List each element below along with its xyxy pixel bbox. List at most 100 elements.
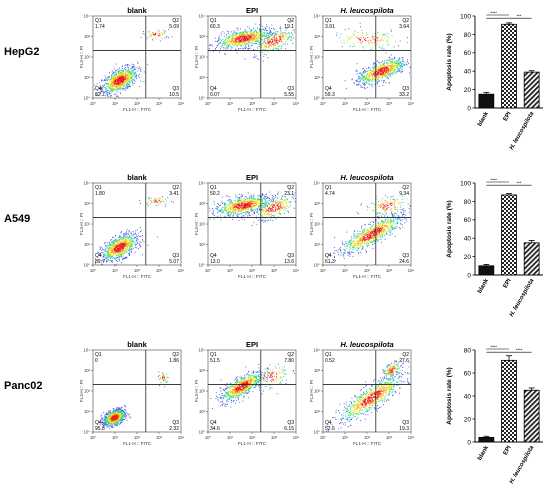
x-tick-label: 10⁰ <box>205 435 212 440</box>
quadrant-value-q3: 33.2 <box>399 92 409 98</box>
flow-events <box>343 198 405 253</box>
x-tick-label: 10⁰ <box>320 101 327 106</box>
quadrant-label-q1: Q1 <box>210 352 217 358</box>
x-axis-label: FL1-H :: FITC <box>353 107 382 112</box>
y-tick-label: 10⁴ <box>84 14 91 19</box>
bar-y-tick-label: 60 <box>464 50 472 57</box>
y-tick-label: 10¹ <box>84 75 91 80</box>
x-tick-label: 10⁴ <box>178 268 185 273</box>
bar-1 <box>501 359 517 443</box>
y-tick-label: 10² <box>84 222 91 227</box>
x-tick-label: 10³ <box>271 268 278 273</box>
x-tick-label: 10² <box>364 435 371 440</box>
y-tick-label: 10⁴ <box>314 181 321 186</box>
cell-line-label: Panc02 <box>4 380 43 392</box>
quadrant-label-q2: Q2 <box>402 18 409 24</box>
bar-category-label: H. leucospilota <box>509 110 536 151</box>
quadrant-value-q3: 19.3 <box>399 426 409 432</box>
bar-y-tick-label: 60 <box>464 217 472 224</box>
bar-y-tick-label: 100 <box>460 13 471 20</box>
y-tick-label: 10¹ <box>314 75 321 80</box>
x-axis-label: FL1-H :: FITC <box>123 441 152 446</box>
flow-plot-frame <box>207 182 297 266</box>
quadrant-value-q2: 3.64 <box>399 24 409 30</box>
bar-1 <box>501 194 517 276</box>
y-tick-label: 10² <box>199 222 206 227</box>
bar-y-tick-label: 20 <box>464 416 472 423</box>
bar-category-label: blank <box>477 444 490 461</box>
x-tick-label: 10⁰ <box>320 435 327 440</box>
bar-0 <box>478 436 495 443</box>
quadrant-value-q2: 19.1 <box>284 24 294 30</box>
y-tick-label: 10² <box>84 389 91 394</box>
bar-y-tick-label: 80 <box>464 199 472 206</box>
flow-plot-title: EPI <box>246 6 258 15</box>
flow-plot-frame <box>207 15 297 99</box>
y-axis-label: FL3-H :: PI <box>194 380 199 402</box>
y-tick-label: 10³ <box>314 201 321 206</box>
y-axis-label: FL3-H :: PI <box>309 46 314 68</box>
quadrant-value-q1: 0.52 <box>325 358 335 364</box>
flow-events <box>113 32 161 86</box>
y-tick-label: 10⁰ <box>199 430 206 435</box>
x-tick-label: 10² <box>249 101 256 106</box>
quadrant-value-q4: 89.7 <box>95 259 105 265</box>
quadrant-label-q4: Q4 <box>210 86 217 92</box>
x-tick-label: 10¹ <box>227 101 234 106</box>
bar-2 <box>523 389 540 443</box>
y-tick-label: 10⁴ <box>314 14 321 19</box>
y-tick-label: 10⁰ <box>314 430 321 435</box>
flow-events <box>226 32 287 50</box>
y-tick-label: 10² <box>314 55 321 60</box>
quadrant-label-q2: Q2 <box>287 18 294 24</box>
y-tick-label: 10⁴ <box>199 181 206 186</box>
bar-y-tick-label: 20 <box>464 254 472 261</box>
quadrant-label-q3: Q3 <box>402 253 409 259</box>
quadrant-value-q1: 50.2 <box>210 191 220 197</box>
bar-y-tick-label: 60 <box>464 370 472 377</box>
y-tick-label: 10² <box>199 55 206 60</box>
x-tick-label: 10² <box>134 435 141 440</box>
y-tick-label: 10¹ <box>314 242 321 247</box>
flow-events <box>350 34 394 78</box>
bar-2 <box>523 71 540 109</box>
bar-y-tick-label: 0 <box>467 439 471 446</box>
bar-y-tick-label: 40 <box>464 236 472 243</box>
y-tick-label: 10² <box>314 222 321 227</box>
quadrant-label-q2: Q2 <box>172 185 179 191</box>
quadrant-label-q2: Q2 <box>287 352 294 358</box>
y-tick-label: 10⁴ <box>199 14 206 19</box>
x-axis-label: FL1-H :: FITC <box>238 274 267 279</box>
x-tick-label: 10² <box>134 101 141 106</box>
quadrant-value-q3: 13.6 <box>284 259 294 265</box>
x-tick-label: 10⁴ <box>293 268 300 273</box>
x-tick-label: 10⁴ <box>408 101 415 106</box>
flow-events <box>328 194 411 263</box>
quadrant-value-q1: 51.5 <box>210 358 220 364</box>
quadrant-value-q2: 27.6 <box>399 358 409 364</box>
bar-y-tick-label: 40 <box>464 69 472 76</box>
quadrant-label-q1: Q1 <box>325 185 332 191</box>
y-tick-label: 10³ <box>199 34 206 39</box>
y-tick-label: 10¹ <box>314 409 321 414</box>
y-axis-label: FL3-H :: PI <box>309 213 314 235</box>
bar-category-label: H. leucospilota <box>509 444 536 485</box>
significance-label: **** <box>490 11 497 16</box>
x-tick-label: 10⁴ <box>408 268 415 273</box>
flow-events <box>357 36 390 76</box>
flow-events <box>234 372 277 392</box>
y-axis-label: FL3-H :: PI <box>79 46 84 68</box>
quadrant-label-q1: Q1 <box>95 185 102 191</box>
y-tick-label: 10⁰ <box>314 263 321 268</box>
x-tick-label: 10³ <box>386 435 393 440</box>
flow-plot-frame <box>322 15 412 99</box>
bar-y-tick-label: 20 <box>464 87 472 94</box>
y-tick-label: 10¹ <box>199 75 206 80</box>
y-tick-label: 10¹ <box>84 409 91 414</box>
x-tick-label: 10¹ <box>112 435 119 440</box>
bar-category-label: blank <box>477 277 490 294</box>
